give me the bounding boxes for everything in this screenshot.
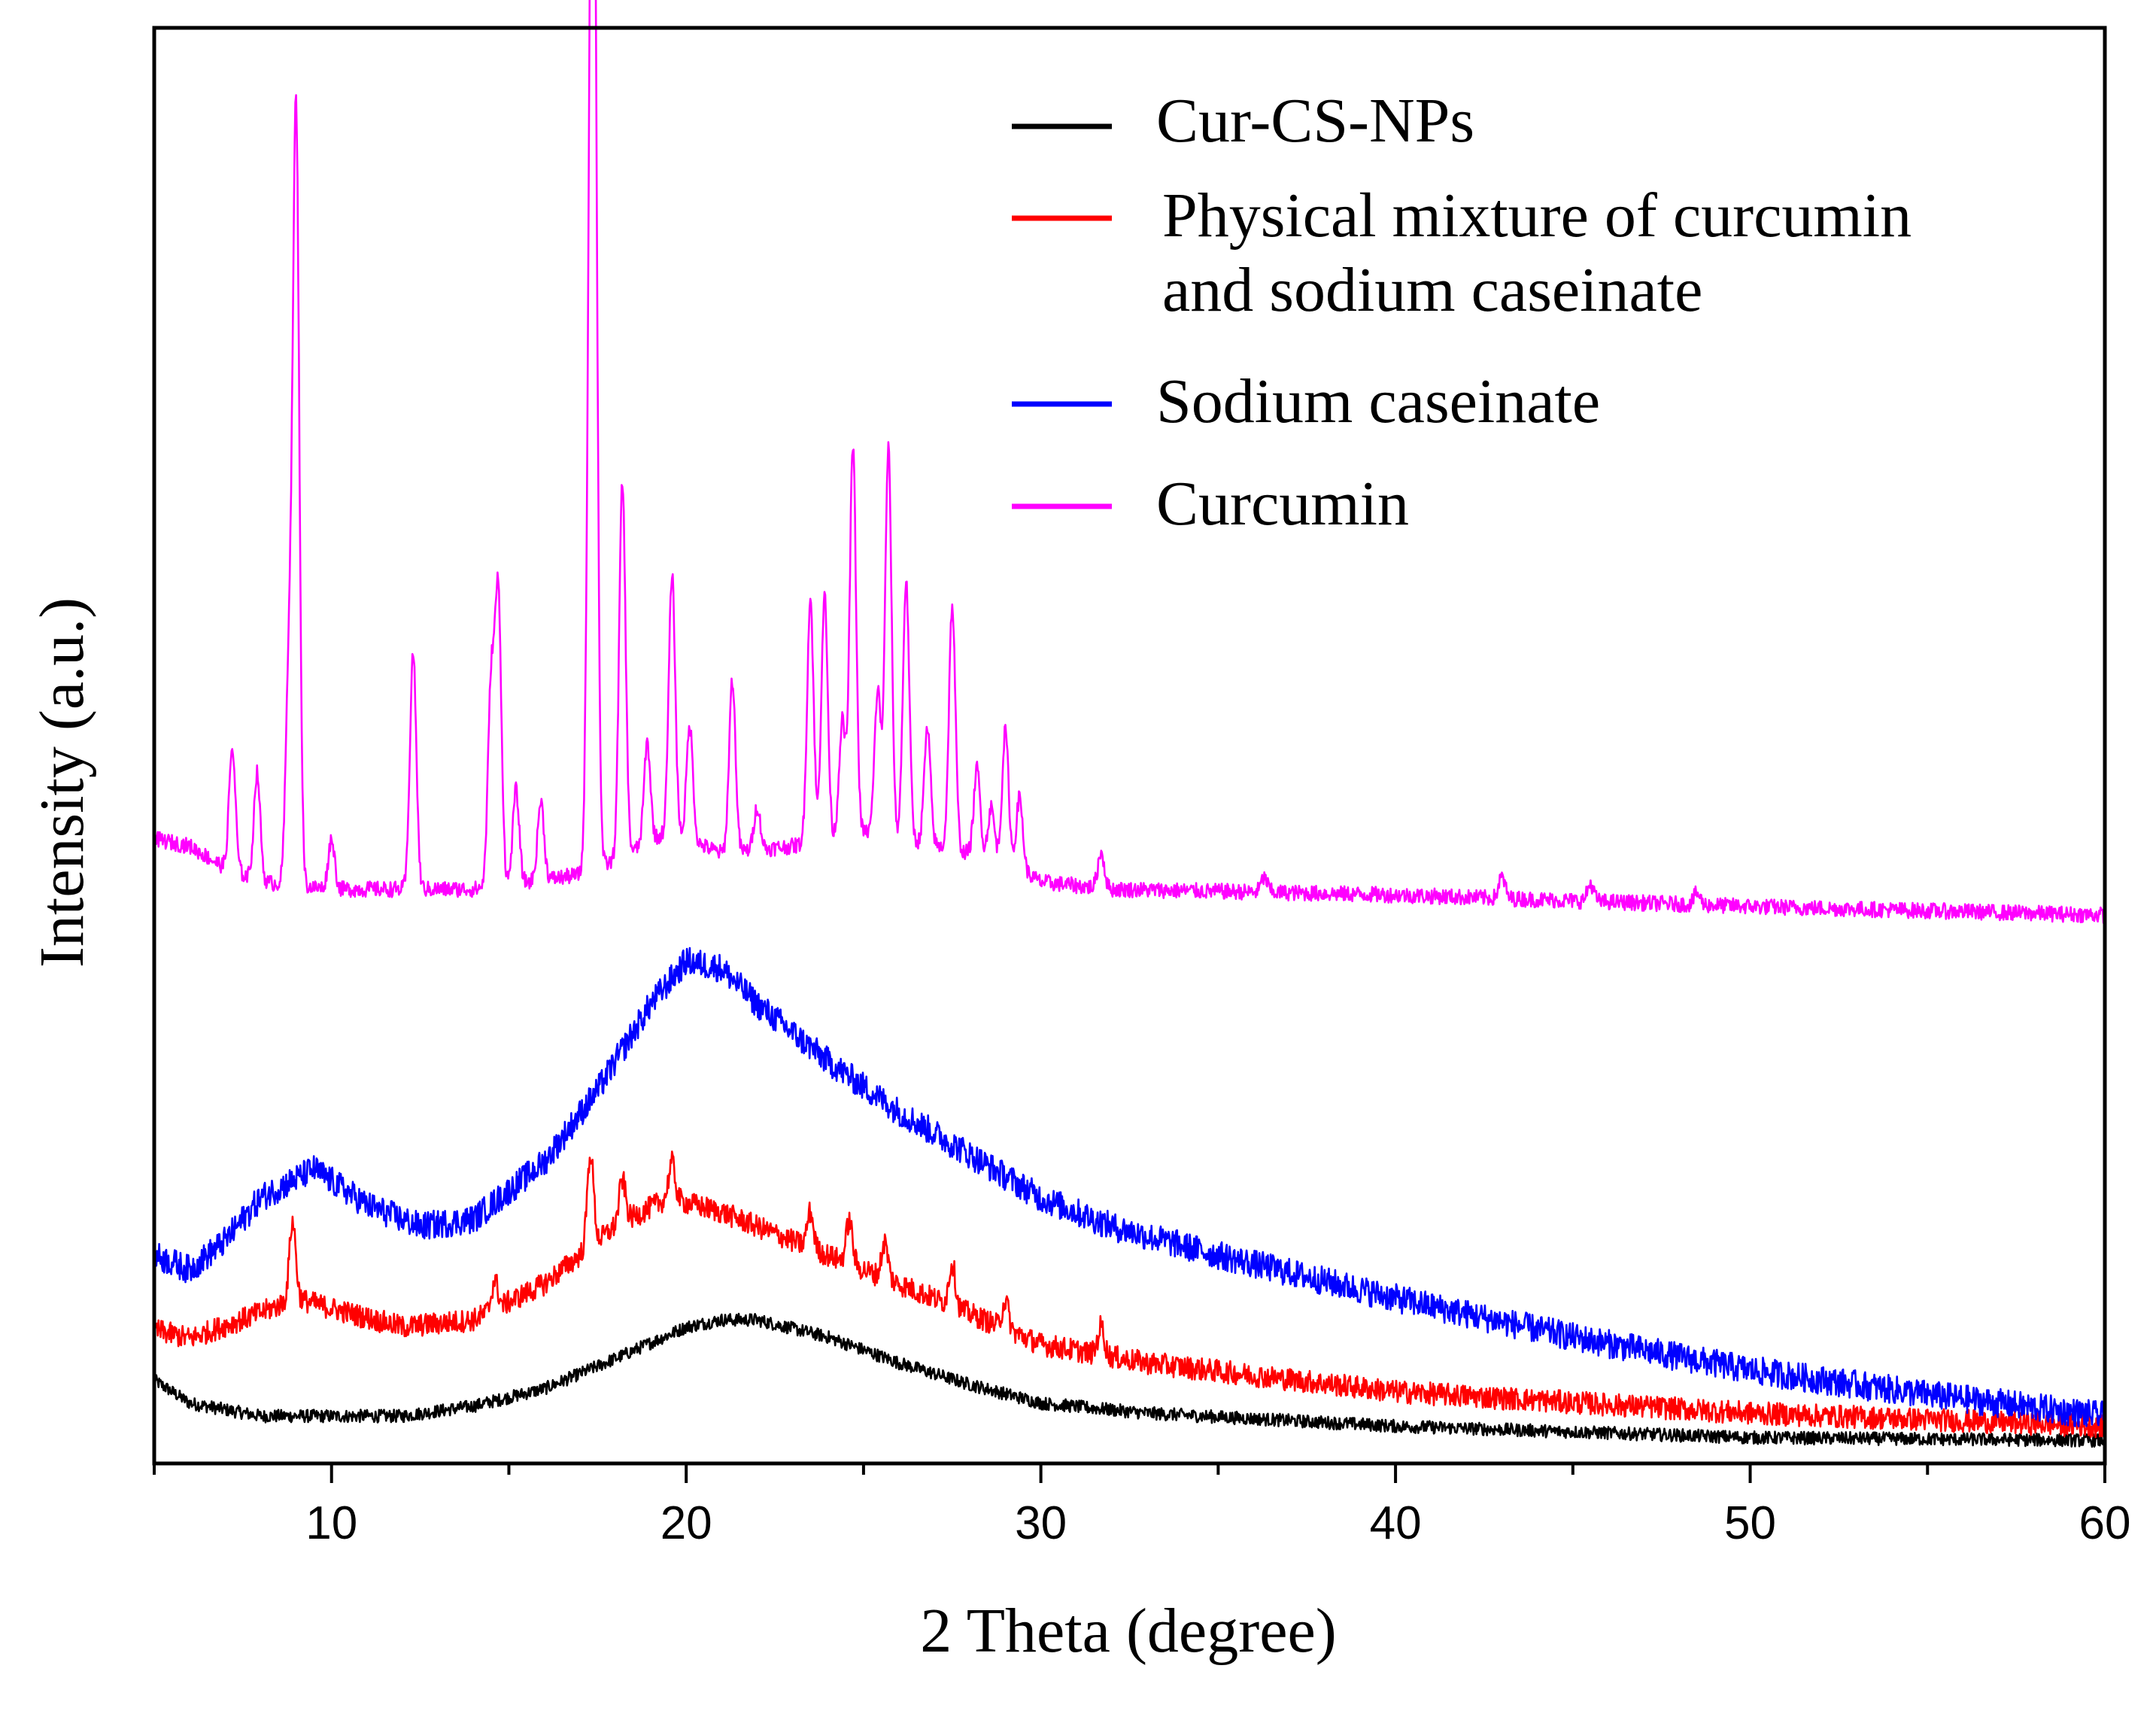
legend-label-physical-mixture-line1: Physical mixture of curcumin [1162, 181, 1912, 251]
series-layer [153, 0, 2106, 1448]
x-axis-label: 2 Theta (degree) [920, 1596, 1336, 1666]
x-tick-label-10: 10 [305, 1497, 357, 1549]
x-axis-ticks: 10 20 30 40 50 60 [153, 1463, 2131, 1549]
legend-label-physical-mixture-line2: and sodium caseinate [1162, 255, 1702, 325]
series-line-curcumin [153, 0, 2106, 924]
legend-label-curcumin: Curcumin [1156, 469, 1409, 539]
x-tick-label-50: 50 [1724, 1497, 1776, 1549]
y-axis-label: Intensity (a.u.) [27, 597, 97, 968]
series-line-sodium-caseinate [153, 947, 2106, 1430]
legend: Cur-CS-NPs Physical mixture of curcumin … [1012, 86, 1912, 539]
x-tick-label-30: 30 [1015, 1497, 1067, 1549]
legend-label-sodium-caseinate: Sodium caseinate [1156, 366, 1600, 436]
legend-label-cur-cs-nps: Cur-CS-NPs [1156, 86, 1474, 156]
x-tick-label-20: 20 [660, 1497, 712, 1549]
x-tick-label-60: 60 [2079, 1497, 2131, 1549]
series-line-cur-cs-nps [153, 1312, 2106, 1448]
x-tick-label-40: 40 [1370, 1497, 1422, 1549]
series-line-physical-mixture-of-curcumin-and-sodium-caseinate [153, 1150, 2106, 1439]
plot-frame [152, 26, 2107, 1466]
